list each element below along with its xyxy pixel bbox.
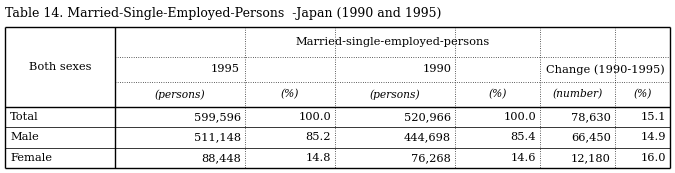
Text: Total: Total xyxy=(10,112,38,122)
Text: 599,596: 599,596 xyxy=(194,112,241,122)
Text: 14.9: 14.9 xyxy=(641,133,666,143)
Text: 16.0: 16.0 xyxy=(641,153,666,163)
Text: 12,180: 12,180 xyxy=(571,153,611,163)
Text: Married-single-employed-persons: Married-single-employed-persons xyxy=(296,37,489,47)
Text: Table 14. Married-Single-Employed-Persons  -Japan (1990 and 1995): Table 14. Married-Single-Employed-Person… xyxy=(5,7,441,20)
Text: (number): (number) xyxy=(552,89,603,100)
Text: Male: Male xyxy=(10,133,38,143)
Text: Female: Female xyxy=(10,153,52,163)
Text: Both sexes: Both sexes xyxy=(29,62,91,72)
Text: Change (1990-1995): Change (1990-1995) xyxy=(545,64,664,75)
Text: (%): (%) xyxy=(488,89,507,100)
Text: 444,698: 444,698 xyxy=(404,133,451,143)
Text: 66,450: 66,450 xyxy=(571,133,611,143)
Text: (persons): (persons) xyxy=(370,89,421,100)
Text: 1990: 1990 xyxy=(423,65,452,75)
Text: 76,268: 76,268 xyxy=(411,153,451,163)
Text: 511,148: 511,148 xyxy=(194,133,241,143)
Text: 520,966: 520,966 xyxy=(404,112,451,122)
Text: 14.6: 14.6 xyxy=(510,153,536,163)
Text: 1995: 1995 xyxy=(211,65,240,75)
Text: 78,630: 78,630 xyxy=(571,112,611,122)
Text: 100.0: 100.0 xyxy=(504,112,536,122)
Text: 14.8: 14.8 xyxy=(306,153,331,163)
Text: 85.2: 85.2 xyxy=(306,133,331,143)
Text: (%): (%) xyxy=(633,89,651,100)
Text: 88,448: 88,448 xyxy=(201,153,241,163)
Text: 15.1: 15.1 xyxy=(641,112,666,122)
Text: (persons): (persons) xyxy=(155,89,205,100)
Text: (%): (%) xyxy=(281,89,299,100)
Text: 85.4: 85.4 xyxy=(510,133,536,143)
Text: 100.0: 100.0 xyxy=(298,112,331,122)
